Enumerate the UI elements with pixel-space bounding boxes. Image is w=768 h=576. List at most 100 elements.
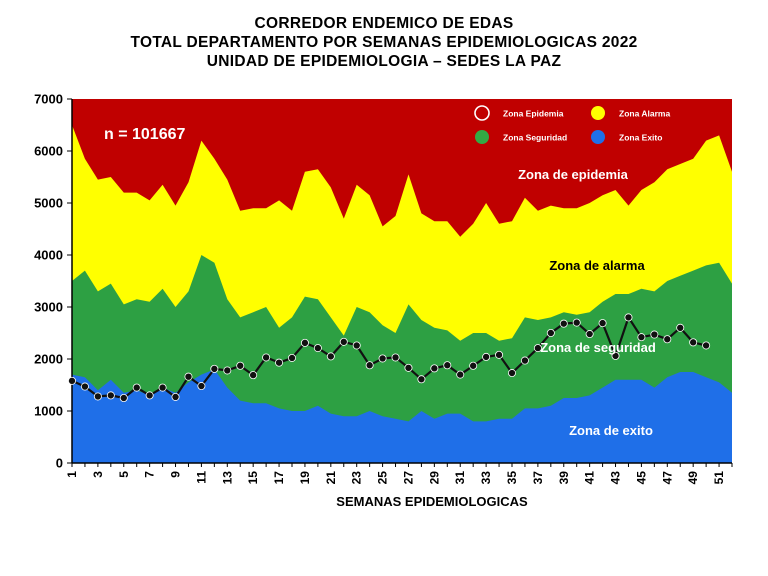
x-tick-label: 45: [634, 471, 648, 485]
legend-label: Zona Epidemia: [503, 109, 564, 119]
x-axis-label: SEMANAS EPIDEMIOLOGICAS: [336, 494, 528, 509]
cases-point: [417, 375, 426, 384]
cases-point: [300, 338, 309, 347]
x-tick-label: 13: [220, 471, 234, 485]
x-tick-label: 31: [453, 471, 467, 485]
cases-point: [663, 335, 672, 344]
x-tick-label: 17: [272, 471, 286, 485]
cases-point: [533, 344, 542, 353]
cases-point: [287, 353, 296, 362]
title-line-3: UNIDAD DE EPIDEMIOLOGIA – SEDES LA PAZ: [206, 53, 562, 70]
cases-point: [611, 351, 620, 360]
cases-point: [378, 354, 387, 363]
x-tick-label: 39: [557, 471, 571, 485]
cases-point: [585, 330, 594, 339]
x-tick-label: 21: [324, 471, 338, 485]
cases-point: [572, 318, 581, 327]
cases-point: [650, 330, 659, 339]
x-tick-label: 11: [194, 471, 208, 484]
cases-point: [171, 392, 180, 401]
legend-item-epidemia: Zona Epidemia: [474, 105, 564, 121]
legend-swatch: [591, 130, 605, 144]
epidemic-zone-label: Zona de epidemia: [518, 167, 629, 182]
cases-point: [702, 341, 711, 350]
legend-label: Zona Seguridad: [503, 133, 567, 143]
legend-label: Zona Exito: [619, 133, 662, 143]
cases-point: [313, 344, 322, 353]
safety-zone-label: Zona de seguridad: [540, 340, 656, 355]
y-tick-label: 3000: [34, 300, 63, 315]
cases-point: [68, 376, 77, 385]
cases-point: [106, 391, 115, 400]
cases-point: [404, 363, 413, 372]
x-tick-label: 15: [246, 471, 260, 485]
cases-point: [495, 350, 504, 359]
cases-point: [430, 364, 439, 373]
cases-point: [676, 323, 685, 332]
legend-label: Zona Alarma: [619, 109, 670, 119]
x-tick-label: 19: [298, 471, 312, 485]
cases-point: [443, 361, 452, 370]
y-tick-label: 4000: [34, 248, 63, 263]
x-tick-label: 29: [427, 471, 441, 485]
cases-point: [275, 358, 284, 367]
success-zone-area: [72, 369, 732, 463]
cases-point: [339, 337, 348, 346]
x-tick-label: 1: [65, 471, 79, 478]
legend-swatch: [591, 106, 605, 120]
cases-point: [507, 369, 516, 378]
x-tick-label: 23: [350, 471, 364, 485]
cases-point: [249, 371, 258, 380]
title-line-2: TOTAL DEPARTAMENTO POR SEMANAS EPIDEMIOL…: [130, 34, 638, 51]
y-tick-label: 7000: [34, 92, 63, 107]
x-tick-label: 9: [169, 471, 183, 478]
x-tick-label: 47: [660, 471, 674, 485]
cases-point: [197, 382, 206, 391]
cases-point: [365, 361, 374, 370]
legend-item-exito: Zona Exito: [591, 130, 662, 144]
cases-point: [546, 328, 555, 337]
y-tick-label: 5000: [34, 196, 63, 211]
x-tick-label: 27: [401, 471, 415, 485]
cases-point: [262, 353, 271, 362]
cases-point: [80, 382, 89, 391]
cases-point: [210, 364, 219, 373]
x-tick-label: 5: [117, 471, 131, 478]
y-tick-label: 1000: [34, 404, 63, 419]
cases-point: [482, 352, 491, 361]
cases-point: [391, 353, 400, 362]
x-tick-label: 7: [143, 471, 157, 478]
cases-point: [520, 356, 529, 365]
x-tick-label: 51: [712, 471, 726, 485]
x-tick-label: 33: [479, 471, 493, 485]
cases-point: [469, 361, 478, 370]
legend-item-seguridad: Zona Seguridad: [475, 130, 567, 144]
cases-point: [352, 341, 361, 350]
cases-point: [223, 366, 232, 375]
cases-point: [456, 370, 465, 379]
legend-swatch: [474, 105, 490, 121]
cases-point: [184, 372, 193, 381]
cases-point: [637, 333, 646, 342]
success-zone-label: Zona de exito: [569, 423, 653, 438]
legend-swatch: [475, 130, 489, 144]
cases-point: [93, 392, 102, 401]
cases-point: [145, 391, 154, 400]
x-tick-label: 3: [91, 471, 105, 478]
x-tick-label: 41: [583, 471, 597, 485]
x-tick-label: 37: [531, 471, 545, 485]
x-tick-label: 49: [686, 471, 700, 485]
cases-point: [158, 383, 167, 392]
chart-title: CORREDOR ENDEMICO DE EDAS TOTAL DEPARTAM…: [0, 14, 768, 71]
cases-point: [132, 383, 141, 392]
x-tick-label: 25: [376, 471, 390, 485]
legend-item-alarma: Zona Alarma: [591, 106, 670, 120]
y-tick-label: 0: [56, 456, 63, 471]
cases-point: [624, 313, 633, 322]
cases-point: [326, 352, 335, 361]
cases-point: [119, 393, 128, 402]
title-line-1: CORREDOR ENDEMICO DE EDAS: [254, 15, 514, 32]
cases-point: [236, 361, 245, 370]
y-tick-label: 2000: [34, 352, 63, 367]
